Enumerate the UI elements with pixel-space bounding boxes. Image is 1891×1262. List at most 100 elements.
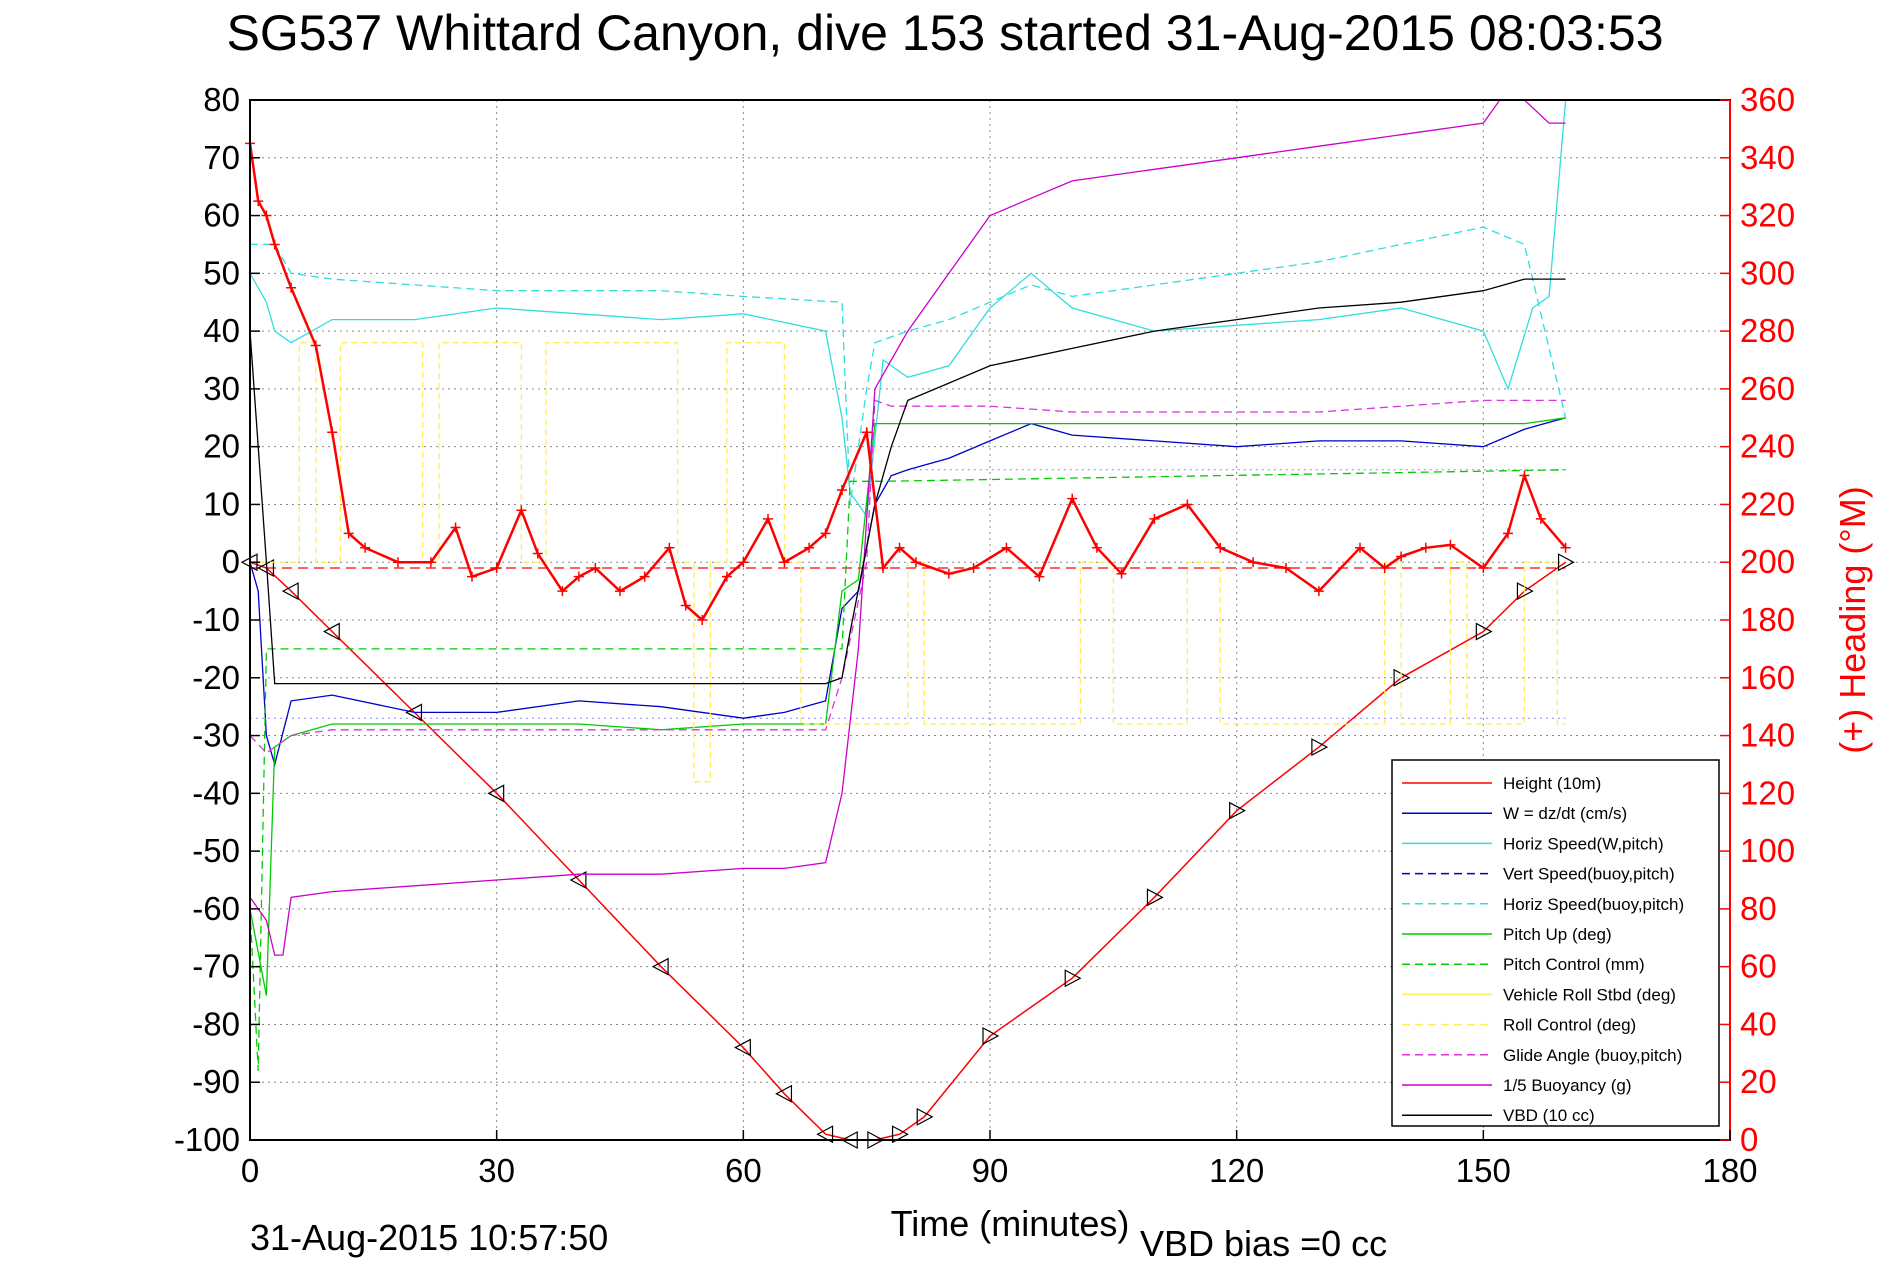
heading-point [1535,513,1546,524]
heading-point [310,340,321,351]
y-tick-label-right: 140 [1740,717,1795,754]
y-tick-label-left: 30 [203,370,240,407]
y-tick-label-right: 80 [1740,890,1777,927]
legend-entry-11: VBD (10 cc) [1503,1106,1595,1125]
heading-point [1067,493,1078,504]
y-tick-label-right: 120 [1740,774,1795,811]
legend-entry-9: Glide Angle (buoy,pitch) [1503,1046,1682,1065]
x-tick-label: 150 [1456,1152,1511,1189]
height-marker [1229,801,1246,820]
heading-point [861,427,872,438]
heading-point [360,542,371,553]
heading-point [1503,528,1513,539]
series-line-5 [249,469,1566,1071]
y-tick-label-left: -90 [192,1063,240,1100]
heading-point [763,513,773,524]
y-tick-label-right: 60 [1740,948,1777,985]
heading-point [343,528,354,539]
height-marker [1557,553,1575,572]
heading-point [1313,586,1324,597]
height-marker [1311,738,1329,757]
x-tick-label: 60 [725,1152,762,1189]
y-tick-label-right: 40 [1740,1005,1777,1042]
heading-point [590,563,601,573]
heading-point [664,542,675,553]
heading-point [1420,542,1431,553]
legend: Height (10m) W = dz/dt (cm/s) Horiz Speed(… [1391,759,1720,1127]
x-tick-label: 0 [241,1152,259,1189]
x-tick-label: 120 [1209,1152,1264,1189]
series-line-9 [249,278,1566,685]
legend-entry-7: Vehicle Roll Stbd (deg) [1503,985,1676,1004]
heading-point [327,427,338,438]
heading-point [557,586,568,597]
heading-point [837,485,847,495]
y-axis-left: 80 70 60 50 40 30 20 10 0 -10 -20 -30 -40 -50 -60 -70 -8… [174,81,260,1158]
heading-point [1091,542,1102,553]
height-marker [1064,969,1082,988]
legend-entry-4: Horiz Speed(buoy,pitch) [1503,895,1684,914]
y-tick-label-right: 220 [1740,485,1795,522]
heading-point [573,571,584,582]
y-tick-label-right: 180 [1740,601,1795,638]
x-tick-label: 90 [972,1152,1009,1189]
y-tick-label-left: -80 [192,1005,240,1042]
heading-point [1116,568,1127,579]
heading-point [1281,563,1291,573]
y-tick-label-right: 260 [1740,370,1795,407]
heading-point [1182,499,1193,510]
series-line-2 [249,99,1567,518]
y-tick-label-right: 20 [1740,1063,1777,1100]
y-tick-label-right: 360 [1740,81,1795,118]
heading-point [1445,539,1456,550]
height-marker [1475,622,1493,641]
heading-point [1478,563,1489,573]
y-tick-label-right: 0 [1740,1121,1758,1158]
legend-entry-5: Pitch Up (deg) [1503,925,1612,944]
heading-point [721,571,732,582]
legend-entry-2: Horiz Speed(W,pitch) [1503,834,1664,853]
height-marker [916,1107,934,1126]
y-tick-label-left: -60 [192,890,240,927]
height-marker [982,1027,1000,1045]
heading-point [615,586,625,597]
heading-point [779,557,790,568]
series-line-7 [249,399,1566,754]
y-tick-label-left: 0 [222,543,240,580]
heading-point [894,542,905,553]
y-tick-label-left: 40 [203,312,240,349]
y-tick-label-right: 160 [1740,659,1795,696]
y-tick-label-left: 20 [203,428,240,465]
y-axis-right: 3603403203002802602402202001801601401201… [1720,81,1795,1158]
heading-point [1379,563,1390,573]
legend-entry-0: Height (10m) [1503,774,1601,793]
legend-entry-8: Roll Control (deg) [1503,1016,1636,1035]
x-axis-label: Time (minutes) [891,1203,1130,1244]
heading-point [1355,542,1365,553]
heading-point [1519,470,1530,481]
series-line-3 [250,226,1567,505]
height-marker [569,871,587,889]
x-tick-label: 180 [1702,1152,1757,1189]
heading-point [286,282,297,293]
heading-point [450,522,461,533]
heading-point [738,557,749,568]
legend-box [1391,759,1720,1127]
height-marker [281,582,299,601]
y-tick-label-left: 10 [203,485,240,522]
heading-point [532,548,543,559]
heading-point [1248,557,1259,568]
legend-entry-1: W = dz/dt (cm/s) [1503,804,1627,823]
heading-point [467,571,477,582]
legend-entry-10: 1/5 Buoyancy (g) [1503,1076,1632,1095]
y-tick-label-left: -50 [192,832,240,869]
y-tick-label-right: 320 [1740,197,1795,234]
series-group [240,99,1575,1149]
y-tick-label-left: -20 [192,659,240,696]
y-tick-label-right: 240 [1740,428,1795,465]
y-tick-label-right: 340 [1740,139,1795,176]
x-tick-label: 30 [478,1152,515,1189]
y-tick-label-right: 100 [1740,832,1795,869]
heading-point [393,557,403,568]
